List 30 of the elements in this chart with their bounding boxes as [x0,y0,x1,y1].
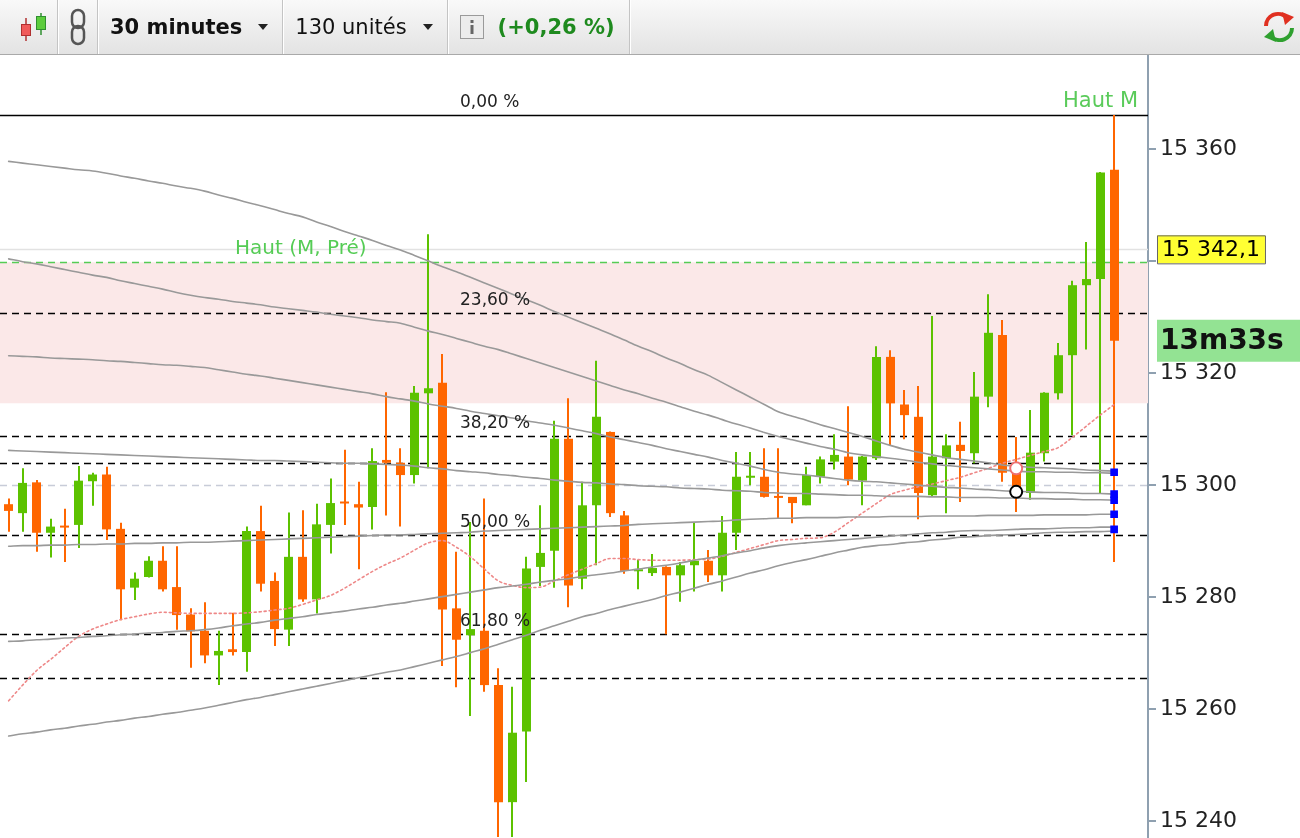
candlestick [60,508,69,562]
y-tick-label: 15 260 [1160,694,1237,720]
point [1110,525,1118,534]
text: (+0,26 %) [497,15,615,39]
candlestick [424,234,433,469]
annotation: 38,20 % [460,411,531,432]
point [1110,490,1118,498]
y-tick-label: 15 300 [1160,470,1237,496]
y-tick-label: 15 360 [1160,134,1237,160]
point [1110,510,1118,519]
text: 13m33s [1160,322,1284,356]
point [1009,484,1024,499]
annotation: 23,60 % [460,289,531,310]
ref-line-label: Haut (M, Pré) [235,235,367,260]
candlestick [340,449,349,525]
text: 30 minutes [110,15,243,39]
candlestick [214,630,223,686]
candlestick [354,481,363,570]
point [1110,468,1118,477]
point [1009,461,1024,476]
ref-line-label: 15 342,1 [1162,236,1260,262]
y-tick-label: 15 240 [1160,806,1237,832]
annotation: Haut M [1063,87,1138,112]
annotation: 0,00 % [460,90,520,111]
line-series [7,403,1115,702]
y-tick-label: 15 280 [1160,582,1237,608]
candlestick [1082,242,1091,350]
text: 130 unités [295,15,407,39]
candlestick [382,392,391,516]
y-tick-label: 15 320 [1160,358,1237,384]
